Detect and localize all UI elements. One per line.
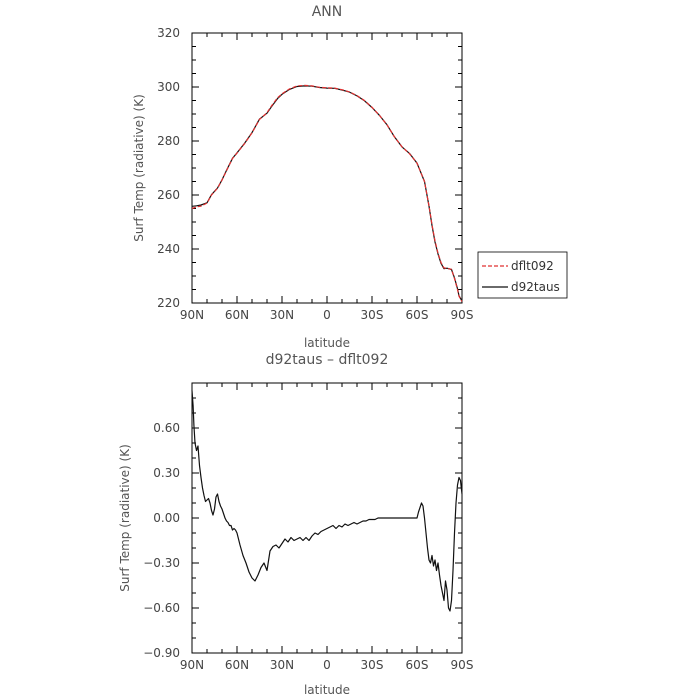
legend-box [477,251,568,299]
x-tick-label: 60S [406,658,429,672]
bottom-y-axis-label: Surf Temp (radiative) (K) [118,444,132,592]
top-x-tick-labels: 90N 60N 30N 0 30S 60S 90S [180,308,474,322]
bottom-x-axis-label: latitude [304,683,350,697]
y-tick-label: 0.00 [153,511,180,525]
top-series-lines [191,84,463,302]
x-tick-label: 90S [451,658,474,672]
x-tick-label: 30N [270,658,294,672]
x-tick-label: 90S [451,308,474,322]
x-tick-label: 30S [361,658,384,672]
y-tick-label: 320 [157,26,180,40]
bottom-plot-frame [191,382,463,654]
y-tick-label: 0.30 [153,466,180,480]
legend: dflt092 d92taus [477,251,568,299]
bottom-x-tick-labels: 90N 60N 30N 0 30S 60S 90S [180,658,474,672]
y-tick-label: −0.60 [143,601,180,615]
legend-label-dflt092: dflt092 [511,259,554,273]
y-tick-label: 240 [157,242,180,256]
bottom-y-tick-labels: −0.90 −0.60 −0.30 0.00 0.30 0.60 [143,421,180,660]
x-tick-label: 30S [361,308,384,322]
y-tick-label: −0.90 [143,646,180,660]
bottom-ticks [191,382,463,654]
top-series-line-d92taus [191,85,463,302]
x-tick-label: 60S [406,308,429,322]
legend-label-d92taus: d92taus [511,280,560,294]
bottom-chart-title: d92taus – dflt092 [266,352,389,368]
y-tick-label: 260 [157,188,180,202]
y-tick-label: 280 [157,134,180,148]
top-ticks [191,32,463,304]
y-tick-label: −0.30 [143,556,180,570]
x-tick-label: 0 [323,308,331,322]
bottom-panel: d92taus – dflt092 latitude Surf Temp (ra… [118,352,473,697]
y-tick-label: 220 [157,296,180,310]
x-tick-label: 30N [270,308,294,322]
x-tick-label: 60N [225,308,249,322]
bottom-series-line-1 [191,390,463,612]
x-tick-label: 90N [180,658,204,672]
top-x-axis-label: latitude [304,336,350,350]
top-plot-frame [191,32,463,304]
x-tick-label: 90N [180,308,204,322]
top-chart-title: ANN [312,4,343,20]
x-tick-label: 60N [225,658,249,672]
y-tick-label: 300 [157,80,180,94]
top-y-axis-label: Surf Temp (radiative) (K) [132,94,146,242]
x-tick-label: 0 [323,658,331,672]
top-series-line-dflt092 [191,84,463,302]
y-tick-label: 0.60 [153,421,180,435]
top-y-tick-labels: 220 240 260 280 300 320 [157,26,180,310]
top-panel: ANN latitude Surf Temp (radiative) (K) 9… [132,4,473,350]
bottom-series-line [191,390,463,612]
